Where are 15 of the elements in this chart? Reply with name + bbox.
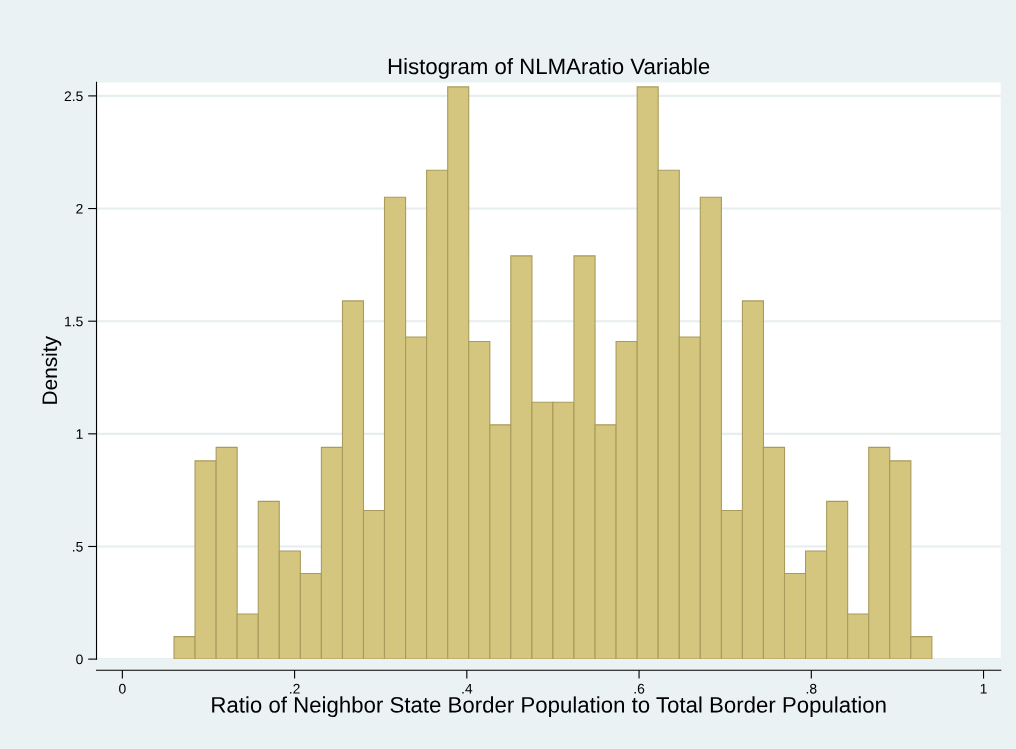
- x-axis-title: Ratio of Neighbor State Border Population to Total Border Population: [212, 696, 886, 718]
- x-tick-label: .2: [290, 683, 300, 694]
- y-tick-label: 1.5: [65, 316, 83, 327]
- chart-title: Histogram of NLMAratio Variable: [388, 57, 710, 79]
- y-tick-label: 0: [76, 654, 83, 665]
- y-tick-label: 2.5: [64, 91, 83, 102]
- y-axis-title: Density: [41, 336, 62, 404]
- y-tick-label: 2: [76, 203, 83, 214]
- x-tick-label: 0: [119, 683, 126, 694]
- x-tick-label: .6: [634, 683, 645, 694]
- x-tick-label: .4: [462, 683, 473, 694]
- y-tick-label: .5: [73, 541, 83, 552]
- x-tick-label: 1: [980, 683, 987, 694]
- y-tick-label: 1: [76, 429, 83, 439]
- x-tick-label: .8: [806, 683, 817, 694]
